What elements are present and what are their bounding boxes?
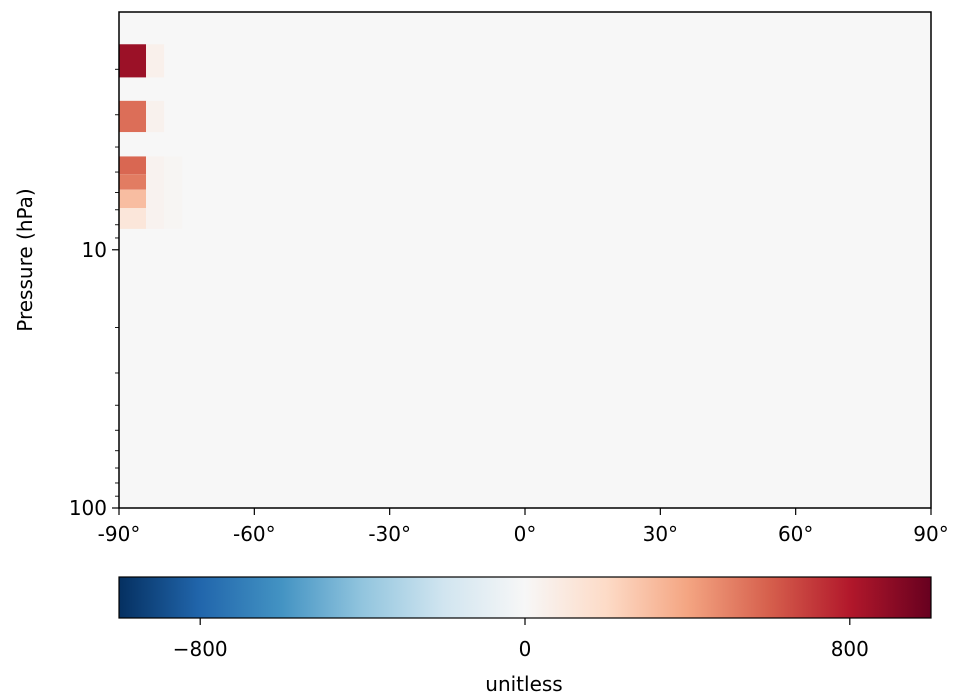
x-tick-label: -90° <box>98 522 141 546</box>
heatmap-cell <box>119 44 147 78</box>
y-tick-label: 100 <box>69 496 107 520</box>
x-tick-label: -60° <box>233 522 276 546</box>
heatmap-cell <box>146 44 165 78</box>
heatmap-cell <box>164 156 183 229</box>
x-axis: -90° -60° -30° 0° 30° 60° 90° <box>98 508 949 546</box>
heatmap-plot-area <box>118 11 932 509</box>
heatmap-cell <box>146 100 165 133</box>
heatmap-cell <box>119 156 147 175</box>
heatmap-background <box>119 12 931 508</box>
y-axis-label: Pressure (hPa) <box>13 188 37 331</box>
heatmap-cell <box>119 174 147 190</box>
x-tick-label: 60° <box>778 522 813 546</box>
x-tick-label: 0° <box>514 522 537 546</box>
colorbar-gradient <box>118 576 932 619</box>
x-tick-label: -30° <box>368 522 411 546</box>
heatmap-cell <box>119 208 147 229</box>
y-tick-label: 10 <box>82 238 107 262</box>
colorbar-tick-label: −800 <box>173 637 228 661</box>
colorbar: −800 0 800 <box>118 576 932 661</box>
heatmap-cell <box>119 189 147 209</box>
colorbar-tick-label: 0 <box>519 637 532 661</box>
y-axis: 10 100 <box>69 68 119 520</box>
heatmap-cell <box>119 100 147 133</box>
heatmap-cell <box>146 156 165 229</box>
x-tick-label: 30° <box>643 522 678 546</box>
colorbar-tick-label: 800 <box>831 637 869 661</box>
x-tick-label: 90° <box>913 522 948 546</box>
colorbar-label: unitless <box>485 672 562 696</box>
